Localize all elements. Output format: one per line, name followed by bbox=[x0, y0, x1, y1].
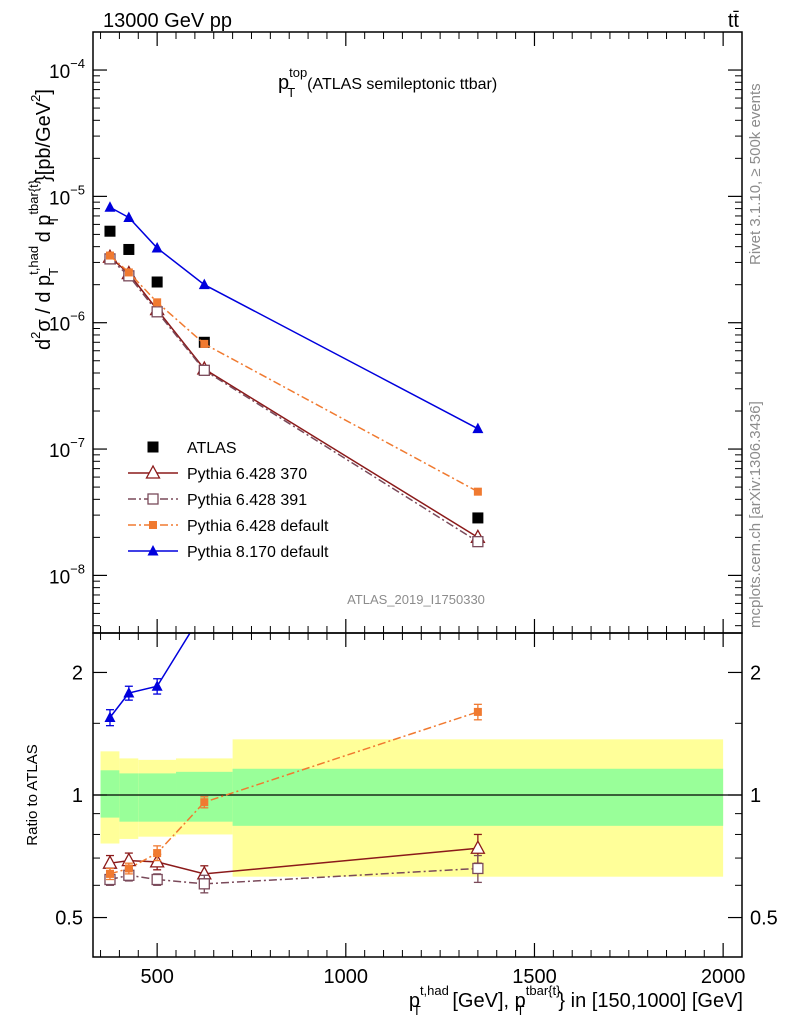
ratio-point bbox=[472, 862, 484, 875]
x-tick-label: 1000 bbox=[324, 966, 369, 988]
data-point bbox=[123, 243, 135, 255]
ratio-series-pythia-6-428-default bbox=[105, 703, 482, 881]
ratio-point bbox=[105, 869, 114, 878]
ratio-y-tick-label-right: 2 bbox=[750, 662, 761, 684]
data-point bbox=[151, 276, 163, 288]
rivet-label: Rivet 3.1.10, ≥ 500k events bbox=[747, 83, 764, 265]
ratio-y-axis-label: Ratio to ATLAS bbox=[24, 744, 41, 845]
data-point bbox=[198, 364, 210, 376]
band-green bbox=[100, 770, 120, 818]
ratio-point bbox=[199, 604, 210, 615]
data-point bbox=[472, 512, 484, 524]
legend-entry: Pythia 6.428 370 bbox=[128, 464, 307, 483]
legend-entry: Pythia 8.170 default bbox=[128, 544, 329, 561]
band-green bbox=[119, 773, 139, 822]
ratio-point bbox=[198, 878, 210, 890]
legend-marker bbox=[147, 493, 159, 505]
legend-marker bbox=[147, 441, 159, 453]
ratio-point bbox=[200, 798, 209, 807]
band-green bbox=[232, 768, 724, 826]
main-series-group bbox=[102, 201, 486, 548]
legend-entry: Pythia 6.428 default bbox=[128, 518, 329, 535]
legend-label: Pythia 8.170 default bbox=[187, 544, 329, 561]
axis-ticks: 10−4 10−5 10−6 10−7 10−8 2 2 1 1 0.5 0.5 500 1000 150… bbox=[49, 31, 778, 988]
data-point bbox=[104, 201, 116, 212]
legend-entry: ATLAS bbox=[147, 440, 237, 457]
ratio-line bbox=[109, 633, 191, 718]
ratio-point bbox=[473, 707, 482, 716]
x-tick-label: 500 bbox=[140, 966, 173, 988]
x-axis-label: pt,had T [GeV], ptbar{t} T} in [150,1000] … bbox=[409, 983, 743, 1018]
legend: ATLAS Pythia 6.428 370 Pythia 6.428 391 Pyt… bbox=[128, 440, 329, 561]
ratio-y-tick-label-right: 0.5 bbox=[750, 908, 778, 930]
main-y-tick-label: 10−8 bbox=[49, 561, 85, 588]
x-tick-label: 2000 bbox=[701, 966, 746, 988]
data-point bbox=[104, 225, 116, 237]
ratio-point bbox=[472, 501, 483, 512]
ratio-point bbox=[470, 839, 486, 854]
data-point bbox=[200, 339, 209, 348]
legend-label: Pythia 6.428 370 bbox=[187, 466, 307, 483]
analysis-id: ATLAS_2019_I1750330 bbox=[347, 592, 485, 607]
legend-label: ATLAS bbox=[187, 440, 237, 457]
main-y-tick-label: 10−5 bbox=[49, 182, 85, 209]
ratio-series-group bbox=[102, 501, 486, 894]
data-point bbox=[472, 535, 484, 548]
legend-marker bbox=[149, 521, 157, 529]
series-line bbox=[109, 206, 479, 430]
legend-marker bbox=[147, 545, 159, 556]
main-y-tick-label: 10−7 bbox=[49, 435, 85, 462]
ratio-point bbox=[153, 849, 162, 858]
ratio-point bbox=[151, 873, 163, 886]
ratio-point bbox=[151, 680, 163, 691]
data-point bbox=[473, 487, 482, 496]
ratio-y-tick-label: 1 bbox=[72, 785, 83, 807]
ratio-point bbox=[104, 711, 116, 723]
data-point bbox=[151, 242, 163, 253]
legend-label: Pythia 6.428 391 bbox=[187, 492, 307, 509]
data-point bbox=[151, 306, 163, 318]
legend-label: Pythia 6.428 default bbox=[187, 518, 329, 535]
data-point bbox=[198, 278, 210, 290]
main-title: ptop T (ATLAS semileptonic ttbar) bbox=[278, 65, 497, 100]
data-point bbox=[105, 251, 114, 260]
main-y-axis-label: d2σ / d pt,had T d ptbar{t}T}[pb/GeV2] bbox=[26, 89, 61, 350]
data-point bbox=[124, 268, 133, 277]
ratio-line bbox=[109, 867, 478, 885]
x-tick-label: 1500 bbox=[512, 966, 557, 988]
ratio-series-pythia-8-170-default bbox=[104, 501, 483, 727]
series-line bbox=[109, 255, 479, 493]
ratio-uncertainty-bands bbox=[100, 739, 724, 877]
data-point bbox=[123, 211, 135, 223]
band-green bbox=[138, 773, 177, 822]
header-right: tt̄ bbox=[728, 10, 740, 32]
mcplots-label: mcplots.cern.ch [arXiv:1306.3436] bbox=[747, 401, 764, 628]
ratio-y-tick-label-right: 1 bbox=[750, 785, 761, 807]
ratio-y-tick-label: 0.5 bbox=[55, 908, 83, 930]
ratio-point bbox=[124, 864, 133, 873]
header-left: 13000 GeV pp bbox=[103, 10, 232, 32]
main-y-tick-label: 10−6 bbox=[49, 309, 85, 336]
data-point bbox=[153, 298, 162, 307]
series-pythia-8-170-default bbox=[104, 201, 484, 434]
main-y-tick-label: 10−4 bbox=[49, 56, 85, 83]
data-point bbox=[472, 422, 484, 434]
ratio-point bbox=[123, 687, 135, 698]
main-panel-frame bbox=[92, 31, 743, 634]
ratio-y-tick-label: 2 bbox=[72, 662, 83, 684]
legend-marker bbox=[145, 464, 161, 479]
legend-entry: Pythia 6.428 391 bbox=[128, 492, 307, 509]
series-pythia-6-428-default bbox=[105, 251, 482, 496]
